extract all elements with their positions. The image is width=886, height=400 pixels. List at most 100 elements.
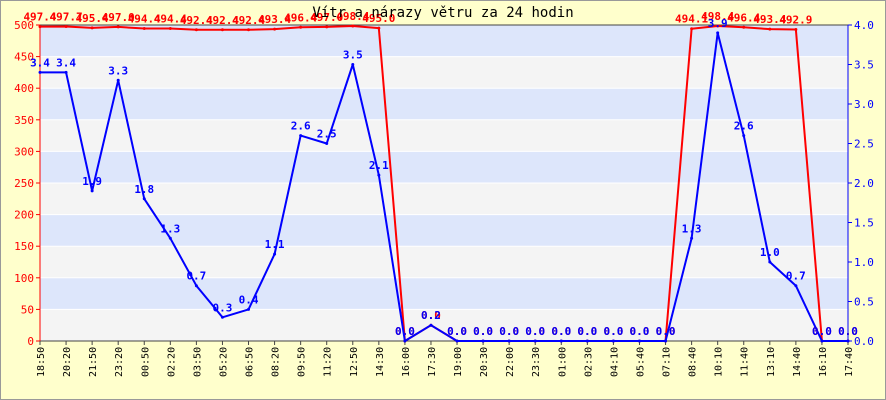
data-point — [403, 339, 407, 343]
data-point — [481, 339, 485, 343]
data-label: 492.4 — [180, 14, 213, 27]
data-label: 497.7 — [50, 10, 83, 23]
data-point — [351, 63, 355, 66]
data-point — [585, 339, 589, 343]
data-point — [768, 27, 772, 31]
left-tick-label: 200 — [14, 209, 34, 222]
data-point — [351, 24, 355, 28]
data-label: 0.3 — [213, 301, 233, 314]
data-point — [637, 339, 641, 343]
data-point — [299, 25, 303, 29]
data-point — [690, 236, 694, 240]
left-tick-label: 0 — [27, 335, 34, 348]
x-tick-label: 13:10 — [766, 347, 777, 377]
data-point — [38, 25, 42, 29]
data-point — [794, 284, 798, 288]
grid-band — [40, 277, 848, 310]
data-label: 497.0 — [102, 11, 135, 24]
data-label: 494.1 — [675, 13, 708, 26]
plot-area — [40, 25, 848, 341]
data-label: 0.0 — [630, 325, 650, 338]
data-point — [299, 134, 303, 138]
data-label: 0.0 — [656, 325, 676, 338]
data-point — [611, 339, 615, 343]
data-label: 493.4 — [753, 13, 786, 26]
data-point — [846, 339, 850, 343]
data-label: 0.0 — [525, 325, 545, 338]
left-tick-label: 350 — [14, 114, 34, 127]
data-point — [194, 284, 198, 288]
data-point — [116, 25, 120, 29]
data-label: 3.3 — [108, 64, 128, 77]
data-label: 0.0 — [838, 325, 858, 338]
grid-band — [40, 25, 848, 57]
chart-title: Vítr a nárazy větru za 24 hodin — [312, 5, 573, 21]
x-tick-label: 11:40 — [740, 347, 751, 377]
data-label: 1.1 — [265, 238, 285, 251]
data-label: 1.0 — [760, 246, 780, 259]
x-tick-label: 14:30 — [375, 347, 386, 377]
data-label: 0.0 — [577, 325, 597, 338]
grid-band — [40, 246, 848, 278]
data-label: 496.4 — [727, 11, 760, 24]
x-axis: 18:50 20:20 21:50 23:20 00:50 02:20 03:50 05:20… — [36, 341, 855, 377]
data-label: 0.0 — [551, 325, 571, 338]
right-tick-label: 3.5 — [854, 59, 874, 72]
data-point — [377, 26, 381, 30]
data-point — [64, 24, 68, 28]
data-point — [273, 252, 277, 256]
data-label: 3.4 — [56, 56, 76, 69]
data-labels: 497.4497.7495.4497.0494.4494.4492.4492.4… — [23, 10, 858, 338]
data-label: 3.5 — [343, 49, 363, 62]
series-layer — [38, 24, 850, 343]
x-tick-label: 10:10 — [714, 347, 725, 377]
left-tick-label: 250 — [14, 177, 34, 190]
x-tick-label: 02:30 — [583, 347, 594, 377]
data-label: 492.4 — [206, 14, 239, 27]
data-point — [559, 339, 563, 343]
right-tick-label: 0.0 — [854, 335, 874, 348]
left-tick-label: 300 — [14, 145, 34, 158]
x-tick-label: 16:00 — [401, 347, 412, 377]
data-label: 496.4 — [284, 11, 317, 24]
data-point — [220, 28, 224, 32]
data-label: 1.3 — [682, 222, 702, 235]
x-tick-label: 14:40 — [792, 347, 803, 377]
right-tick-label: 4.0 — [854, 19, 874, 32]
grid-band — [40, 309, 848, 341]
x-tick-label: 23:30 — [531, 347, 542, 377]
data-point — [716, 24, 720, 28]
left-tick-label: 150 — [14, 240, 34, 253]
x-tick-label: 07:10 — [662, 347, 673, 377]
data-label: 0.0 — [473, 325, 493, 338]
data-label: 493.4 — [258, 13, 291, 26]
x-tick-label: 02:20 — [166, 347, 177, 377]
x-tick-label: 20:30 — [479, 347, 490, 377]
data-label: 0.0 — [603, 325, 623, 338]
data-label: 0.0 — [499, 325, 519, 338]
data-point — [247, 28, 251, 32]
data-label: 0.0 — [525, 325, 545, 338]
data-label: 497.0 — [310, 11, 343, 24]
data-point — [716, 31, 720, 35]
data-label: 0.0 — [812, 325, 832, 338]
grid-band — [40, 183, 848, 215]
x-tick-label: 05:20 — [218, 347, 229, 377]
data-point — [247, 307, 251, 311]
data-label: 492.4 — [232, 14, 265, 27]
x-tick-label: 04:10 — [609, 347, 620, 377]
data-point — [142, 27, 146, 31]
right-tick-label: 1.5 — [854, 217, 874, 230]
right-tick-label: 2.0 — [854, 177, 874, 190]
data-label: 3.9 — [708, 17, 728, 30]
series-line — [40, 31, 848, 342]
data-label: 0.0 — [473, 325, 493, 338]
data-point — [64, 70, 68, 74]
x-tick-label: 06:50 — [245, 347, 256, 377]
grid-band — [40, 119, 848, 152]
data-label: 494.4 — [128, 13, 161, 26]
data-label: 0.0 — [838, 325, 858, 338]
data-point — [455, 339, 459, 343]
data-label: 0.0 — [603, 325, 623, 338]
data-point — [90, 26, 94, 30]
